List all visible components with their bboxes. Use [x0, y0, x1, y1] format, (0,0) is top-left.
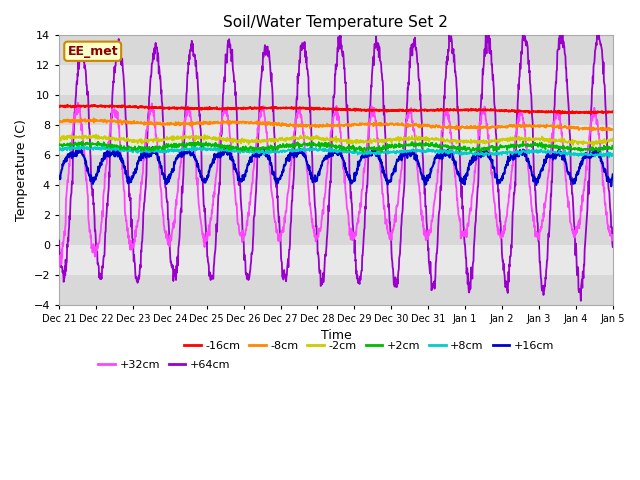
Bar [59, 245, 612, 275]
X-axis label: Time: Time [321, 329, 351, 342]
Bar [59, 95, 612, 125]
Bar [59, 65, 612, 95]
Bar [59, 125, 612, 155]
Bar [59, 275, 612, 305]
Title: Soil/Water Temperature Set 2: Soil/Water Temperature Set 2 [223, 15, 449, 30]
Y-axis label: Temperature (C): Temperature (C) [15, 119, 28, 221]
Bar [59, 185, 612, 215]
Bar [59, 36, 612, 65]
Legend: +32cm, +64cm: +32cm, +64cm [94, 356, 235, 374]
Text: EE_met: EE_met [67, 45, 118, 58]
Bar [59, 155, 612, 185]
Bar [59, 215, 612, 245]
